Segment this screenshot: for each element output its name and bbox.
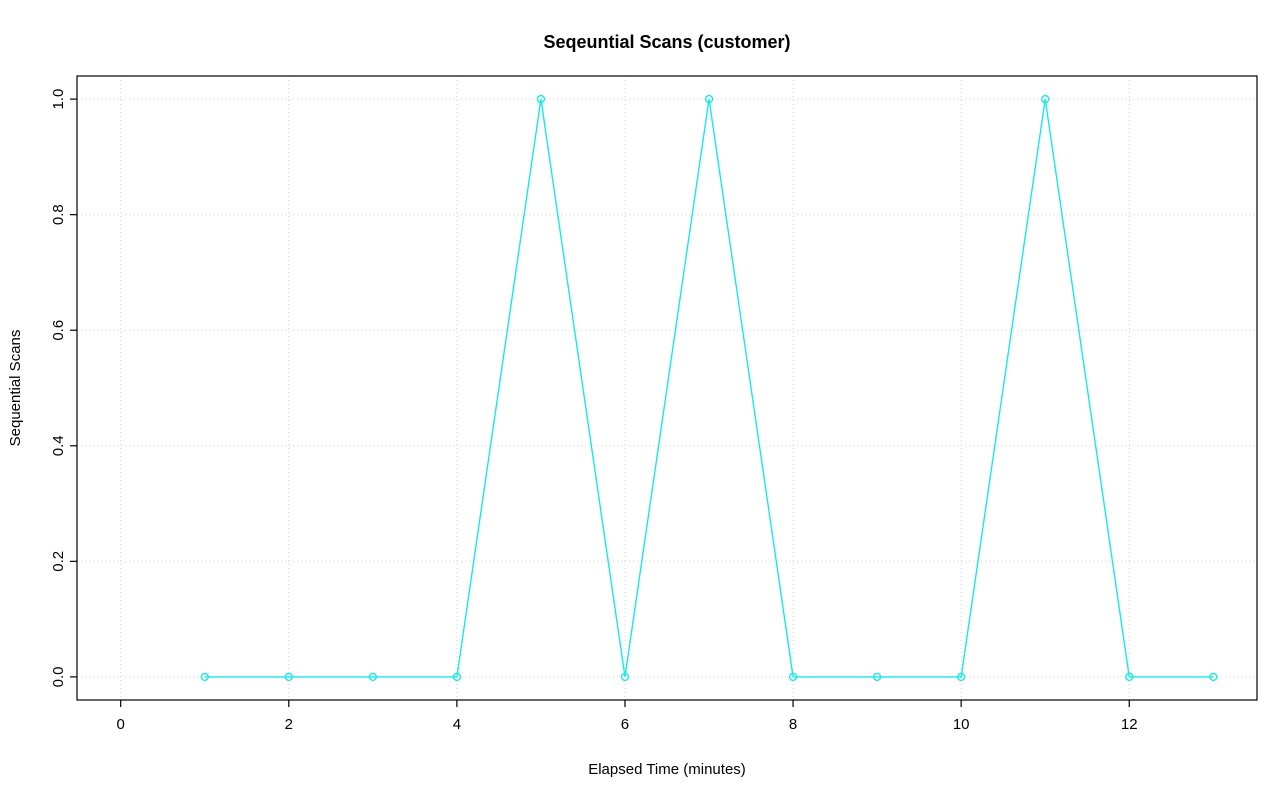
data-point <box>620 672 630 682</box>
data-point <box>788 672 798 682</box>
data-point <box>1209 672 1218 682</box>
data-line <box>204 99 1214 678</box>
y-tick-label: 0.0 <box>50 666 67 687</box>
data-point <box>872 672 882 682</box>
y-tick-label: 0.2 <box>50 551 67 572</box>
x-axis-label: Elapsed Time (minutes) <box>588 761 746 778</box>
y-axis-label: Sequential Scans <box>7 330 24 447</box>
data-point <box>1125 672 1134 682</box>
data-point <box>1041 94 1050 104</box>
x-tick-label: 6 <box>621 716 629 733</box>
x-tick-label: 10 <box>953 716 970 733</box>
chart-title: Seqeuntial Scans (customer) <box>543 32 790 52</box>
y-tick-label: 0.8 <box>50 204 67 225</box>
data-point <box>704 94 714 104</box>
x-tick-label: 8 <box>789 716 797 733</box>
data-point <box>284 672 293 682</box>
data-point <box>452 672 462 682</box>
x-tick-label: 0 <box>117 716 125 733</box>
x-tick-label: 12 <box>1121 716 1138 733</box>
data-point <box>368 672 378 682</box>
x-tick-label: 4 <box>453 716 461 733</box>
y-tick-label: 0.6 <box>50 320 67 341</box>
plot-border <box>76 75 1258 701</box>
data-point <box>200 672 209 682</box>
y-tick-label: 1.0 <box>50 89 67 110</box>
data-point <box>956 672 966 682</box>
y-tick-label: 0.4 <box>50 435 67 456</box>
data-point <box>536 94 546 104</box>
x-tick-label: 2 <box>285 716 293 733</box>
